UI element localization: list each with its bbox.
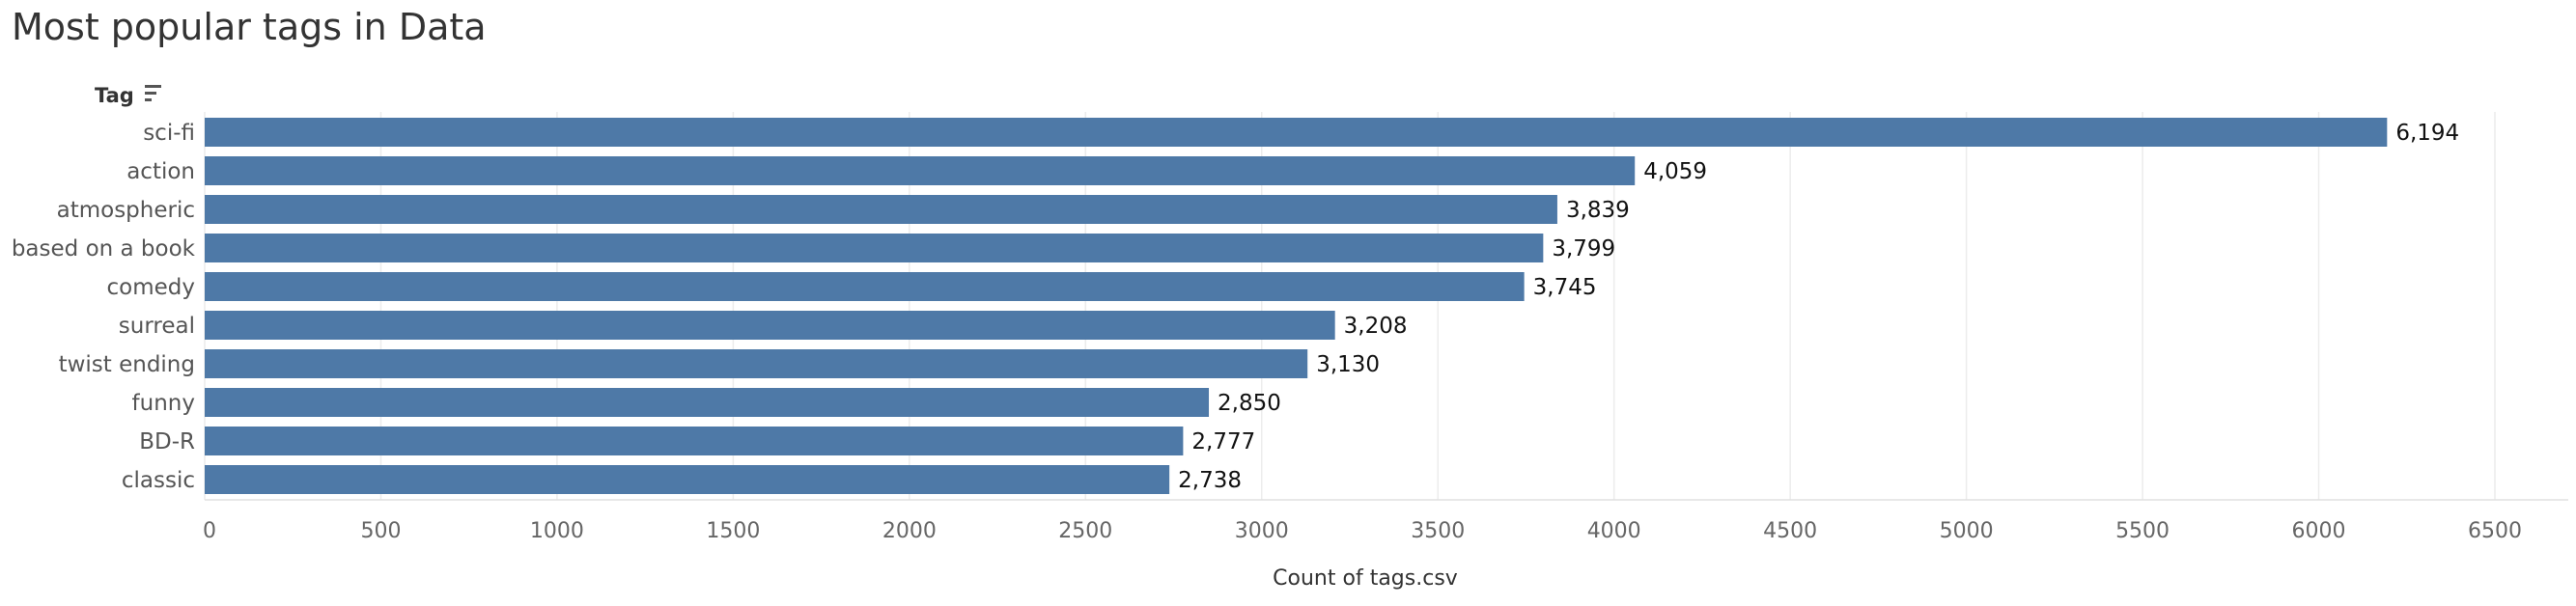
bar-based-on-a-book[interactable] (205, 234, 1544, 262)
category-label: based on a book (12, 236, 196, 262)
value-label: 2,777 (1191, 429, 1255, 454)
x-tick-label: 3500 (1411, 519, 1465, 543)
x-tick-label: 1000 (530, 519, 584, 543)
value-label: 3,799 (1552, 236, 1615, 262)
x-tick-label: 6500 (2468, 519, 2522, 543)
category-label: twist ending (59, 352, 195, 377)
category-labels: sci-fi action atmospheric based on a book co… (12, 121, 196, 493)
value-label: 2,738 (1178, 468, 1242, 493)
value-labels: 6,194 4,059 3,839 3,799 3,745 3,208 3,130 2,850… (1178, 121, 2459, 493)
category-label: atmospheric (57, 198, 195, 223)
category-label: sci-fi (143, 121, 195, 146)
x-tick-label: 5000 (1940, 519, 1994, 543)
category-label: BD-R (139, 429, 195, 454)
value-label: 3,839 (1566, 198, 1630, 223)
bar-atmospheric[interactable] (205, 195, 1557, 224)
bar-surreal[interactable] (205, 311, 1335, 340)
x-tick-label: 5500 (2115, 519, 2170, 543)
category-label: classic (122, 468, 195, 493)
value-label: 3,745 (1533, 275, 1597, 300)
x-tick-label: 6000 (2292, 519, 2346, 543)
bar-comedy[interactable] (205, 272, 1525, 301)
x-axis-title: Count of tags.csv (1273, 566, 1458, 591)
x-tick-label: 2000 (882, 519, 937, 543)
value-label: 2,850 (1218, 391, 1281, 416)
category-label: comedy (107, 275, 195, 300)
bar-bd-r[interactable] (205, 427, 1184, 455)
value-label: 6,194 (2395, 121, 2459, 146)
bars (205, 118, 2388, 494)
category-label: action (126, 159, 195, 184)
bar-action[interactable] (205, 156, 1636, 185)
value-label: 3,208 (1344, 314, 1408, 339)
category-label: surreal (119, 314, 195, 339)
x-tick-label: 2500 (1058, 519, 1112, 543)
x-axis: 0 500 1000 1500 2000 2500 3000 3500 4000 4500 5000… (203, 519, 2522, 543)
x-tick-label: 1500 (706, 519, 760, 543)
bar-classic[interactable] (205, 465, 1170, 494)
sort-descending-icon[interactable] (145, 85, 161, 101)
x-tick-label: 4000 (1587, 519, 1641, 543)
x-tick-label: 0 (203, 519, 216, 543)
category-header[interactable]: Tag (95, 84, 161, 107)
value-label: 3,130 (1316, 352, 1380, 377)
category-label: funny (132, 391, 195, 416)
bar-twist-ending[interactable] (205, 349, 1308, 378)
bar-sci-fi[interactable] (205, 118, 2388, 147)
value-label: 4,059 (1643, 159, 1707, 184)
x-tick-label: 4500 (1763, 519, 1817, 543)
x-tick-label: 3000 (1235, 519, 1289, 543)
tag-field-header[interactable]: Tag (95, 84, 134, 107)
chart-title: Most popular tags in Data (12, 6, 487, 48)
x-tick-label: 500 (360, 519, 401, 543)
bar-funny[interactable] (205, 388, 1210, 417)
